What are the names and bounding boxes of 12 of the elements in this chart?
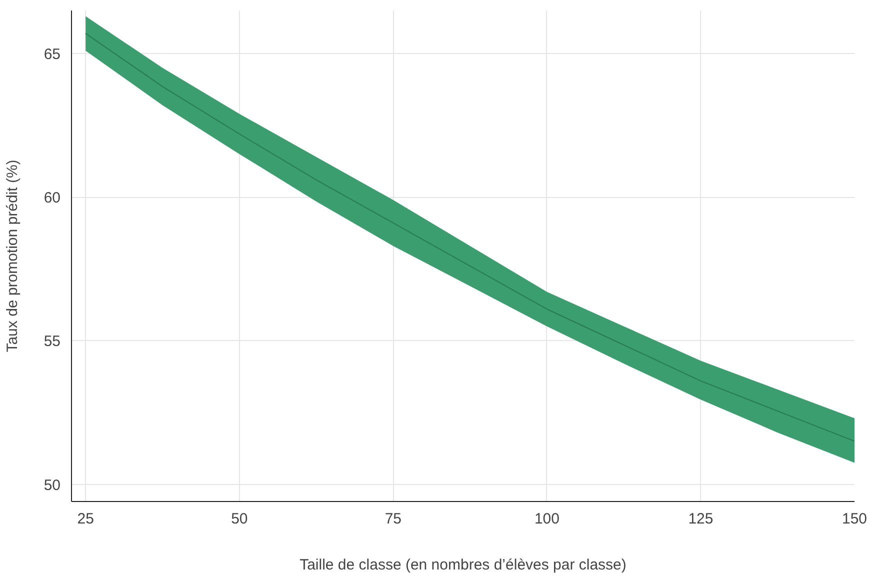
x-axis-title: Taille de classe (en nombres d’élèves par classe): [300, 556, 626, 574]
x-tick-label: 25: [77, 510, 94, 528]
y-axis-title: Taux de promotion prédit (%): [4, 160, 21, 352]
x-tick-label: 100: [534, 510, 560, 528]
y-tick-label: 55: [44, 333, 61, 350]
x-tick-label: 150: [842, 510, 868, 528]
y-tick-label: 65: [44, 46, 61, 64]
y-tick-label: 50: [44, 476, 61, 494]
x-tick-label: 50: [231, 510, 248, 528]
x-tick-label: 75: [384, 510, 402, 528]
x-tick-label: 125: [688, 510, 714, 528]
y-tick-label: 60: [44, 190, 61, 207]
